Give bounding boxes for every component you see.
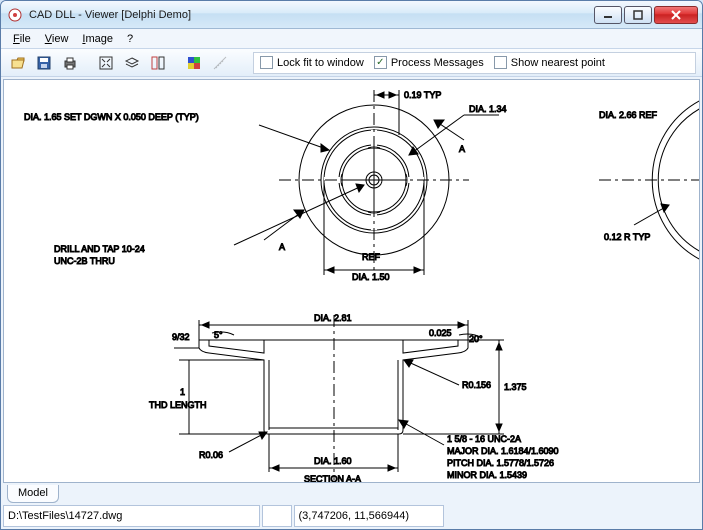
tab-bar: Model [3, 483, 700, 503]
menu-image[interactable]: Image [76, 31, 119, 47]
svg-text:MAJOR DIA. 1.6184/1.6090: MAJOR DIA. 1.6184/1.6090 [447, 446, 559, 456]
show-nearest-checkbox[interactable] [494, 56, 507, 69]
lock-fit-checkbox[interactable] [260, 56, 273, 69]
menu-view[interactable]: View [39, 31, 75, 47]
svg-text:DRILL AND TAP 10-24: DRILL AND TAP 10-24 [54, 244, 145, 254]
window-buttons [594, 6, 698, 24]
svg-text:R0.06: R0.06 [199, 450, 223, 460]
drawing-canvas[interactable]: A A DIA. 1.65 SET DGWN X 0.050 DEEP (TYP… [3, 79, 700, 483]
svg-text:1: 1 [180, 387, 185, 397]
svg-text:0.025: 0.025 [429, 328, 452, 338]
svg-text:THD LENGTH: THD LENGTH [149, 400, 207, 410]
svg-text:UNC-2B THRU: UNC-2B THRU [54, 256, 115, 266]
svg-text:1.375: 1.375 [504, 382, 527, 392]
tab-model[interactable]: Model [7, 485, 59, 503]
fit-icon[interactable] [95, 52, 117, 74]
menu-help[interactable]: ? [121, 31, 139, 47]
maximize-button[interactable] [624, 6, 652, 24]
toolbar-options: Lock fit to window Process Messages Show… [253, 52, 696, 74]
measure-icon[interactable] [209, 52, 231, 74]
minimize-button[interactable] [594, 6, 622, 24]
svg-text:A: A [279, 242, 285, 252]
toolbar: Lock fit to window Process Messages Show… [1, 49, 702, 77]
svg-text:1 5/8 - 16 UNC-2A: 1 5/8 - 16 UNC-2A [447, 434, 521, 444]
svg-text:DIA. 1.34: DIA. 1.34 [469, 104, 507, 114]
svg-text:DIA. 2.66 REF: DIA. 2.66 REF [599, 110, 658, 120]
save-icon[interactable] [33, 52, 55, 74]
svg-text:0.19 TYP: 0.19 TYP [404, 90, 441, 100]
open-icon[interactable] [7, 52, 29, 74]
app-icon [7, 7, 23, 23]
title-bar: CAD DLL - Viewer [Delphi Demo] [1, 1, 702, 29]
svg-text:0.12 R TYP: 0.12 R TYP [604, 232, 650, 242]
svg-text:REF: REF [362, 252, 381, 262]
process-messages-label: Process Messages [391, 57, 484, 69]
svg-text:PITCH DIA. 1.5778/1.5726: PITCH DIA. 1.5778/1.5726 [447, 458, 554, 468]
window-title: CAD DLL - Viewer [Delphi Demo] [29, 9, 594, 21]
show-nearest-label: Show nearest point [511, 57, 605, 69]
status-filepath: D:\TestFiles\14727.dwg [3, 505, 260, 527]
svg-text:DIA. 2.81: DIA. 2.81 [314, 313, 352, 323]
layers-icon[interactable] [121, 52, 143, 74]
app-window: CAD DLL - Viewer [Delphi Demo] File View… [0, 0, 703, 530]
status-coords: (3,747206, 11,566944) [294, 505, 444, 527]
palette-icon[interactable] [183, 52, 205, 74]
status-spacer [446, 505, 701, 527]
close-button[interactable] [654, 6, 698, 24]
svg-text:A: A [459, 144, 465, 154]
lock-fit-label: Lock fit to window [277, 57, 364, 69]
svg-text:SECTION A-A: SECTION A-A [304, 474, 361, 483]
status-empty [262, 505, 292, 527]
svg-text:MINOR DIA. 1.5439: MINOR DIA. 1.5439 [447, 470, 527, 480]
svg-text:DIA. 1.60: DIA. 1.60 [314, 456, 352, 466]
process-messages-checkbox[interactable] [374, 56, 387, 69]
menu-bar: File View Image ? [1, 29, 702, 49]
svg-text:R0.156: R0.156 [462, 380, 491, 390]
print-icon[interactable] [59, 52, 81, 74]
status-bar: D:\TestFiles\14727.dwg (3,747206, 11,566… [3, 505, 700, 527]
svg-text:DIA. 1.50: DIA. 1.50 [352, 272, 390, 282]
svg-text:9/32: 9/32 [172, 332, 190, 342]
svg-text:DIA. 1.65 SET DGWN X 0.050 DEE: DIA. 1.65 SET DGWN X 0.050 DEEP (TYP) [24, 112, 199, 122]
split-icon[interactable] [147, 52, 169, 74]
menu-file[interactable]: File [7, 31, 37, 47]
